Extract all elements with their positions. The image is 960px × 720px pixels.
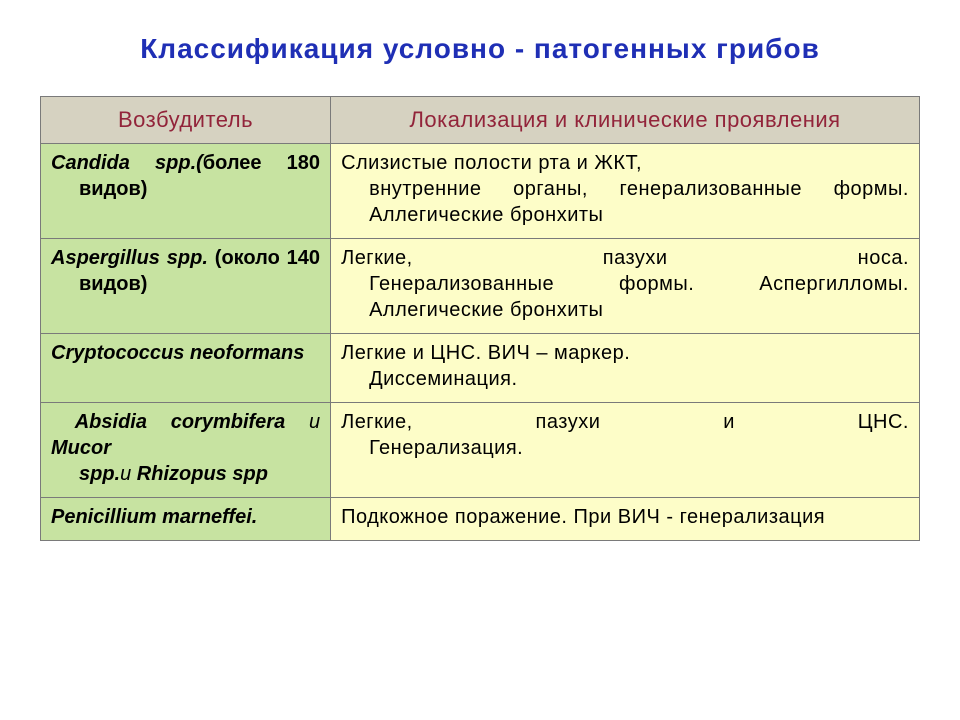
pathogen-cell: Candida spp.(более 180видов) xyxy=(41,143,331,238)
pathogen-cell: Penicillium marneffei. xyxy=(41,497,331,540)
table-row: Penicillium marneffei.Подкожное поражени… xyxy=(41,497,920,540)
pathogen-cell: Aspergillus spp. (около 140видов) xyxy=(41,238,331,333)
classification-table: Возбудитель Локализация и клинические пр… xyxy=(40,96,920,541)
clinical-cell: Слизистые полости рта и ЖКТ,внутренние о… xyxy=(331,143,920,238)
col-header-pathogen: Возбудитель xyxy=(41,96,331,143)
col-header-clinical: Локализация и клинические проявления xyxy=(331,96,920,143)
clinical-cell: Легкие, пазухи и ЦНС.Генерализация. xyxy=(331,402,920,497)
table-row: Absidia corymbifera и Mucorspp.и Rhizopu… xyxy=(41,402,920,497)
clinical-cell: Легкие, пазухи носа.Генерализованные фор… xyxy=(331,238,920,333)
table-row: Candida spp.(более 180видов)Слизистые по… xyxy=(41,143,920,238)
table-row: Aspergillus spp. (около 140видов)Легкие,… xyxy=(41,238,920,333)
table-row: Cryptococcus neoformansЛегкие и ЦНС. ВИЧ… xyxy=(41,333,920,402)
clinical-cell: Легкие и ЦНС. ВИЧ – маркер.Диссеминация. xyxy=(331,333,920,402)
page-title: Классификация условно - патогенных грибо… xyxy=(80,30,880,68)
pathogen-cell: Absidia corymbifera и Mucorspp.и Rhizopu… xyxy=(41,402,331,497)
clinical-cell: Подкожное поражение. При ВИЧ - генерализ… xyxy=(331,497,920,540)
table-header-row: Возбудитель Локализация и клинические пр… xyxy=(41,96,920,143)
pathogen-cell: Cryptococcus neoformans xyxy=(41,333,331,402)
